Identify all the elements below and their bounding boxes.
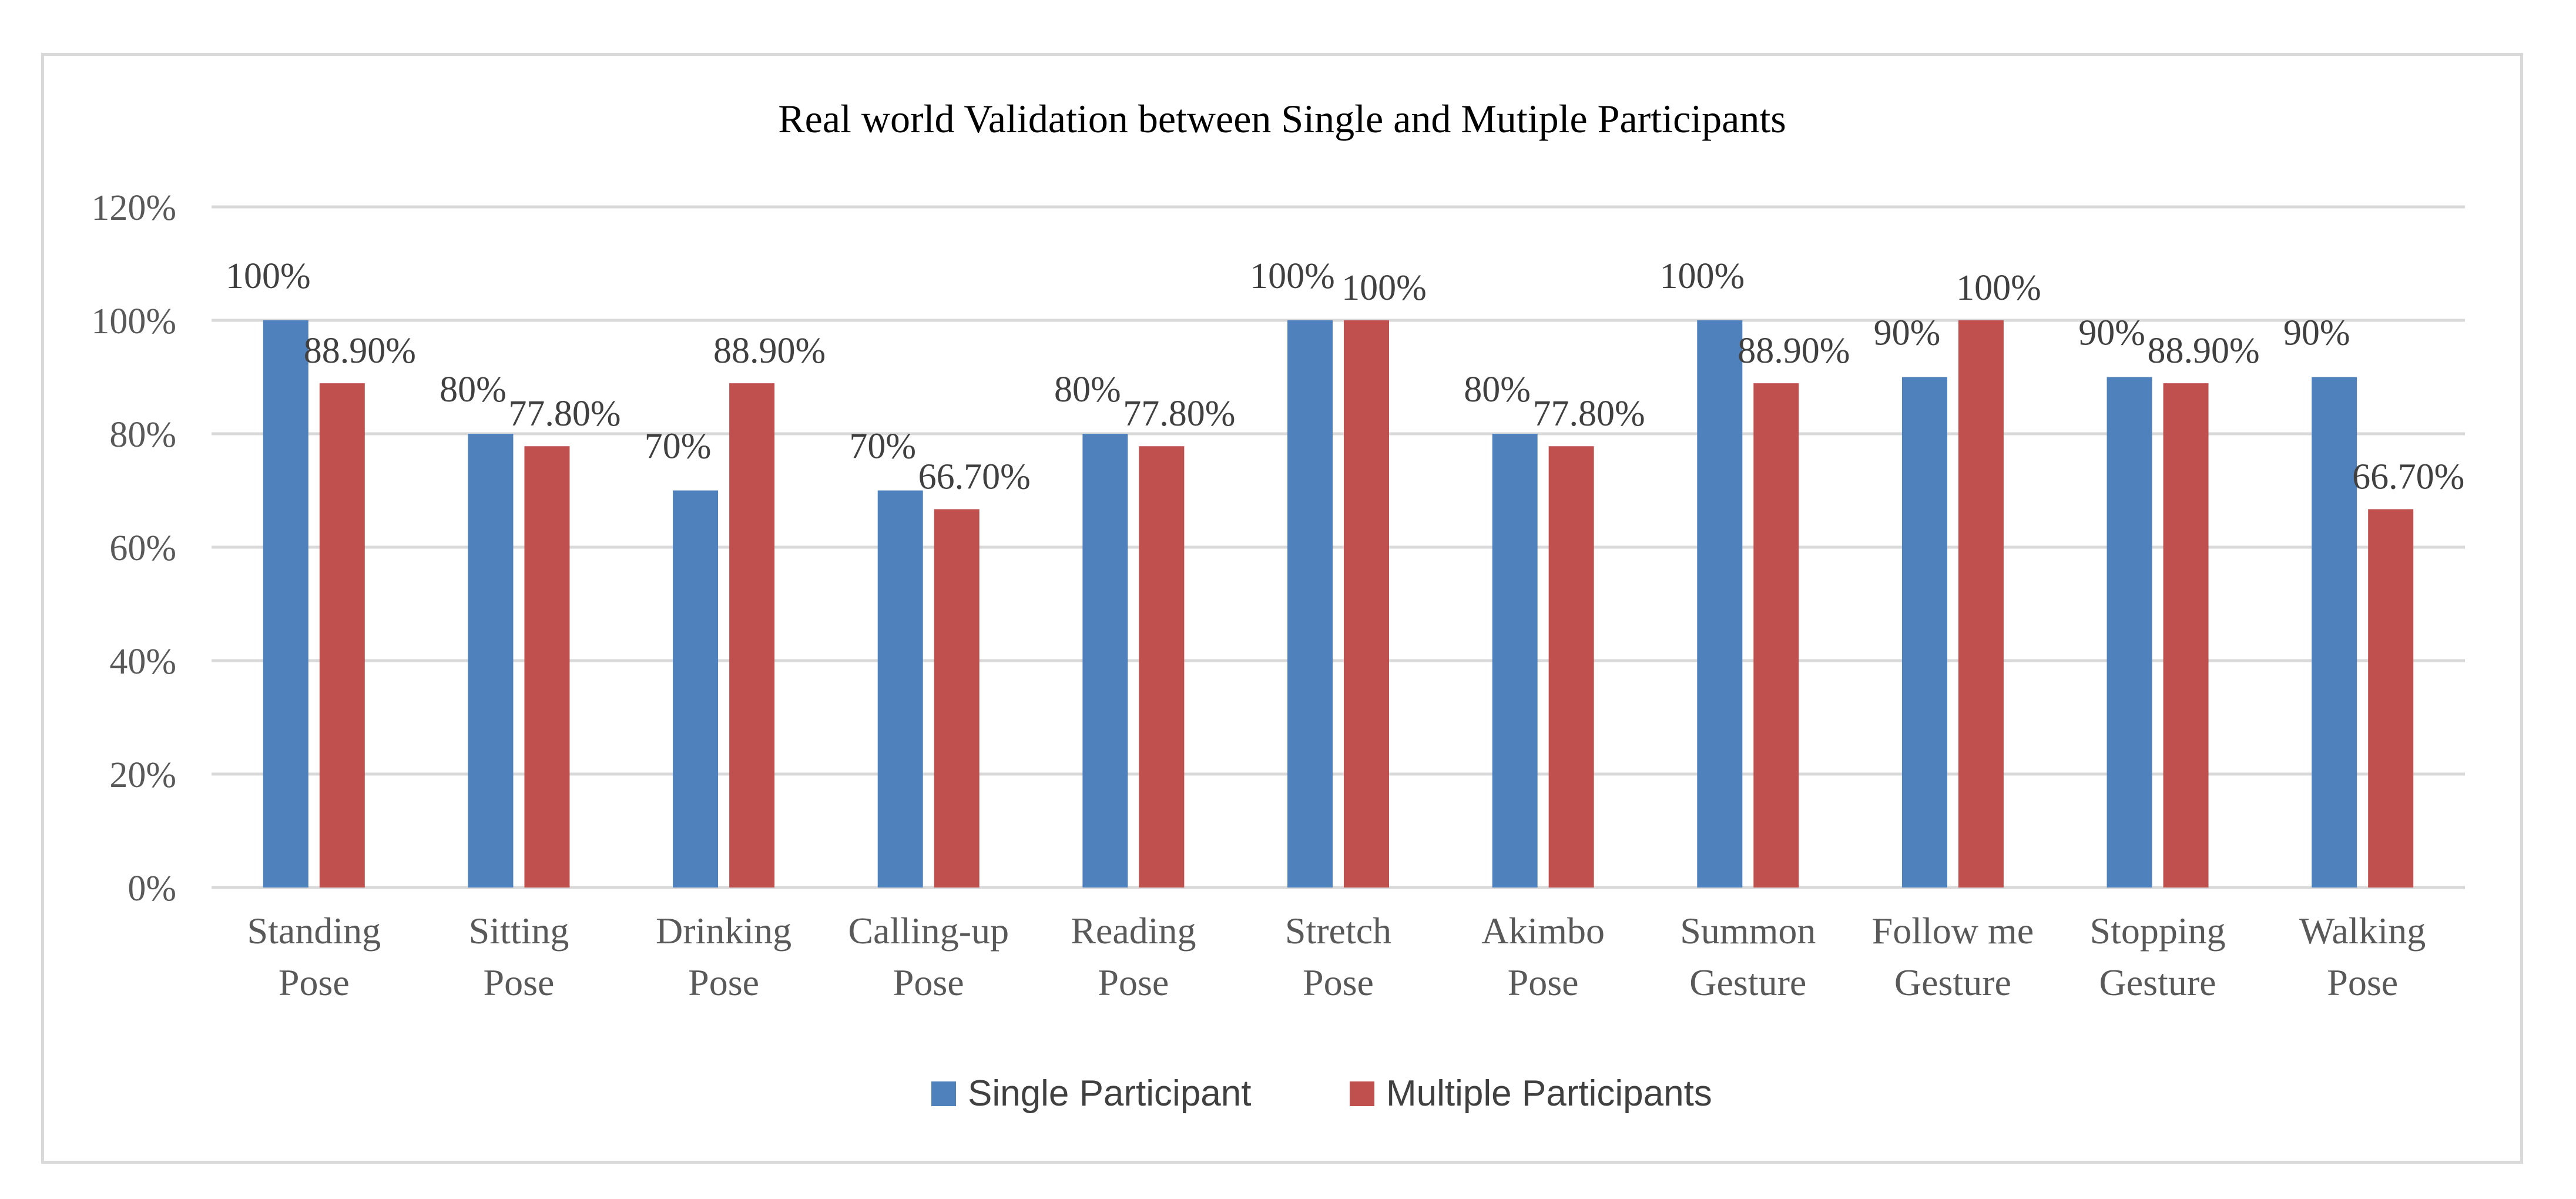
bar-single xyxy=(1697,320,1743,887)
x-tick-label: Pose xyxy=(484,962,555,1003)
y-tick-label: 120% xyxy=(91,188,176,228)
bar-single xyxy=(1287,320,1333,887)
y-tick-label: 80% xyxy=(109,415,176,455)
x-tick-label: Follow me xyxy=(1872,910,2034,952)
data-label: 100% xyxy=(1341,268,1427,308)
gridlines xyxy=(212,205,2465,889)
data-label: 77.80% xyxy=(508,394,620,434)
data-label: 100% xyxy=(1659,256,1745,296)
bar-single xyxy=(468,434,514,887)
y-tick-label: 20% xyxy=(109,755,176,795)
x-tick-label: Pose xyxy=(893,962,964,1003)
x-tick-label: Pose xyxy=(1303,962,1374,1003)
data-label: 100% xyxy=(226,256,311,296)
data-label: 80% xyxy=(440,370,507,410)
legend[interactable]: Single Participant Multiple Participants xyxy=(931,1073,1712,1114)
bar-multiple xyxy=(1344,320,1389,887)
data-label: 88.90% xyxy=(2147,331,2259,371)
bar-multiple xyxy=(2368,509,2414,887)
x-tick-label: Calling-up xyxy=(848,910,1009,952)
bar-single xyxy=(1082,434,1128,887)
bar-single xyxy=(2312,377,2357,887)
x-tick-label: Reading xyxy=(1071,910,1196,952)
x-tick-label: Sitting xyxy=(469,910,569,952)
legend-swatch-multiple xyxy=(1350,1081,1374,1106)
data-label: 90% xyxy=(2283,313,2350,353)
data-label: 100% xyxy=(1250,256,1335,296)
data-label: 100% xyxy=(1956,268,2041,308)
bar-single xyxy=(673,490,719,887)
data-label: 90% xyxy=(1874,313,1941,353)
y-tick-label: 40% xyxy=(109,642,176,682)
data-label: 88.90% xyxy=(1738,331,1850,371)
legend-label-single: Single Participant xyxy=(968,1073,1252,1114)
x-tick-label: Gesture xyxy=(1894,962,2011,1003)
x-tick-label: Summon xyxy=(1680,910,1816,952)
data-label: 77.80% xyxy=(1123,394,1235,434)
bar-single xyxy=(2107,377,2152,887)
data-label: 66.70% xyxy=(2352,457,2464,497)
data-label: 77.80% xyxy=(1533,394,1645,434)
data-label: 88.90% xyxy=(304,331,416,371)
bar-single xyxy=(877,490,923,887)
chart-frame: Real world Validation between Single and… xyxy=(41,53,2523,1164)
bar-multiple xyxy=(729,383,775,887)
x-tick-label: Walking xyxy=(2299,910,2426,952)
bars xyxy=(263,320,2414,887)
bar-single xyxy=(1901,377,1947,887)
data-label: 80% xyxy=(1464,370,1531,410)
bar-single xyxy=(263,320,308,887)
y-tick-label: 60% xyxy=(109,528,176,568)
x-tick-label: Gesture xyxy=(2099,962,2216,1003)
bar-multiple xyxy=(1753,383,1799,887)
chart-title: Real world Validation between Single and… xyxy=(778,96,1786,141)
x-tick-label: Standing xyxy=(247,910,381,952)
bar-single xyxy=(1492,434,1538,887)
x-tick-label: Pose xyxy=(2327,962,2398,1003)
x-tick-label: Pose xyxy=(1508,962,1579,1003)
x-tick-label: Akimbo xyxy=(1481,910,1605,952)
bar-chart: Real world Validation between Single and… xyxy=(91,96,2465,1114)
y-axis-ticks: 0% 20% 40% 60% 80% 100% 120% xyxy=(91,188,176,909)
legend-label-multiple: Multiple Participants xyxy=(1386,1073,1712,1114)
data-label: 90% xyxy=(2078,313,2145,353)
bar-multiple xyxy=(319,383,365,887)
bar-multiple xyxy=(2163,383,2209,887)
legend-swatch-single xyxy=(931,1081,956,1106)
x-tick-label: Stretch xyxy=(1285,910,1391,952)
bar-multiple xyxy=(1958,320,2004,887)
bar-multiple xyxy=(1139,446,1185,887)
bar-multiple xyxy=(524,446,570,887)
x-tick-label: Pose xyxy=(1098,962,1169,1003)
data-label: 66.70% xyxy=(918,457,1031,497)
x-tick-label: Gesture xyxy=(1689,962,1806,1003)
x-tick-label: Drinking xyxy=(656,910,791,952)
y-tick-label: 0% xyxy=(128,869,176,909)
data-label: 88.90% xyxy=(713,331,826,371)
data-label: 70% xyxy=(645,427,712,467)
data-labels: 100%88.90%80%77.80%70%88.90%70%66.70%80%… xyxy=(226,256,2464,497)
y-tick-label: 100% xyxy=(91,302,176,341)
bar-multiple xyxy=(1548,446,1594,887)
data-label: 70% xyxy=(849,427,916,467)
bar-multiple xyxy=(934,509,980,887)
x-tick-label: Pose xyxy=(688,962,759,1003)
x-axis-ticks: Standing Pose Sitting Pose Drinking Pose Calli… xyxy=(247,910,2426,1003)
x-tick-label: Stopping xyxy=(2089,910,2225,952)
x-tick-label: Pose xyxy=(279,962,350,1003)
data-label: 80% xyxy=(1054,370,1121,410)
